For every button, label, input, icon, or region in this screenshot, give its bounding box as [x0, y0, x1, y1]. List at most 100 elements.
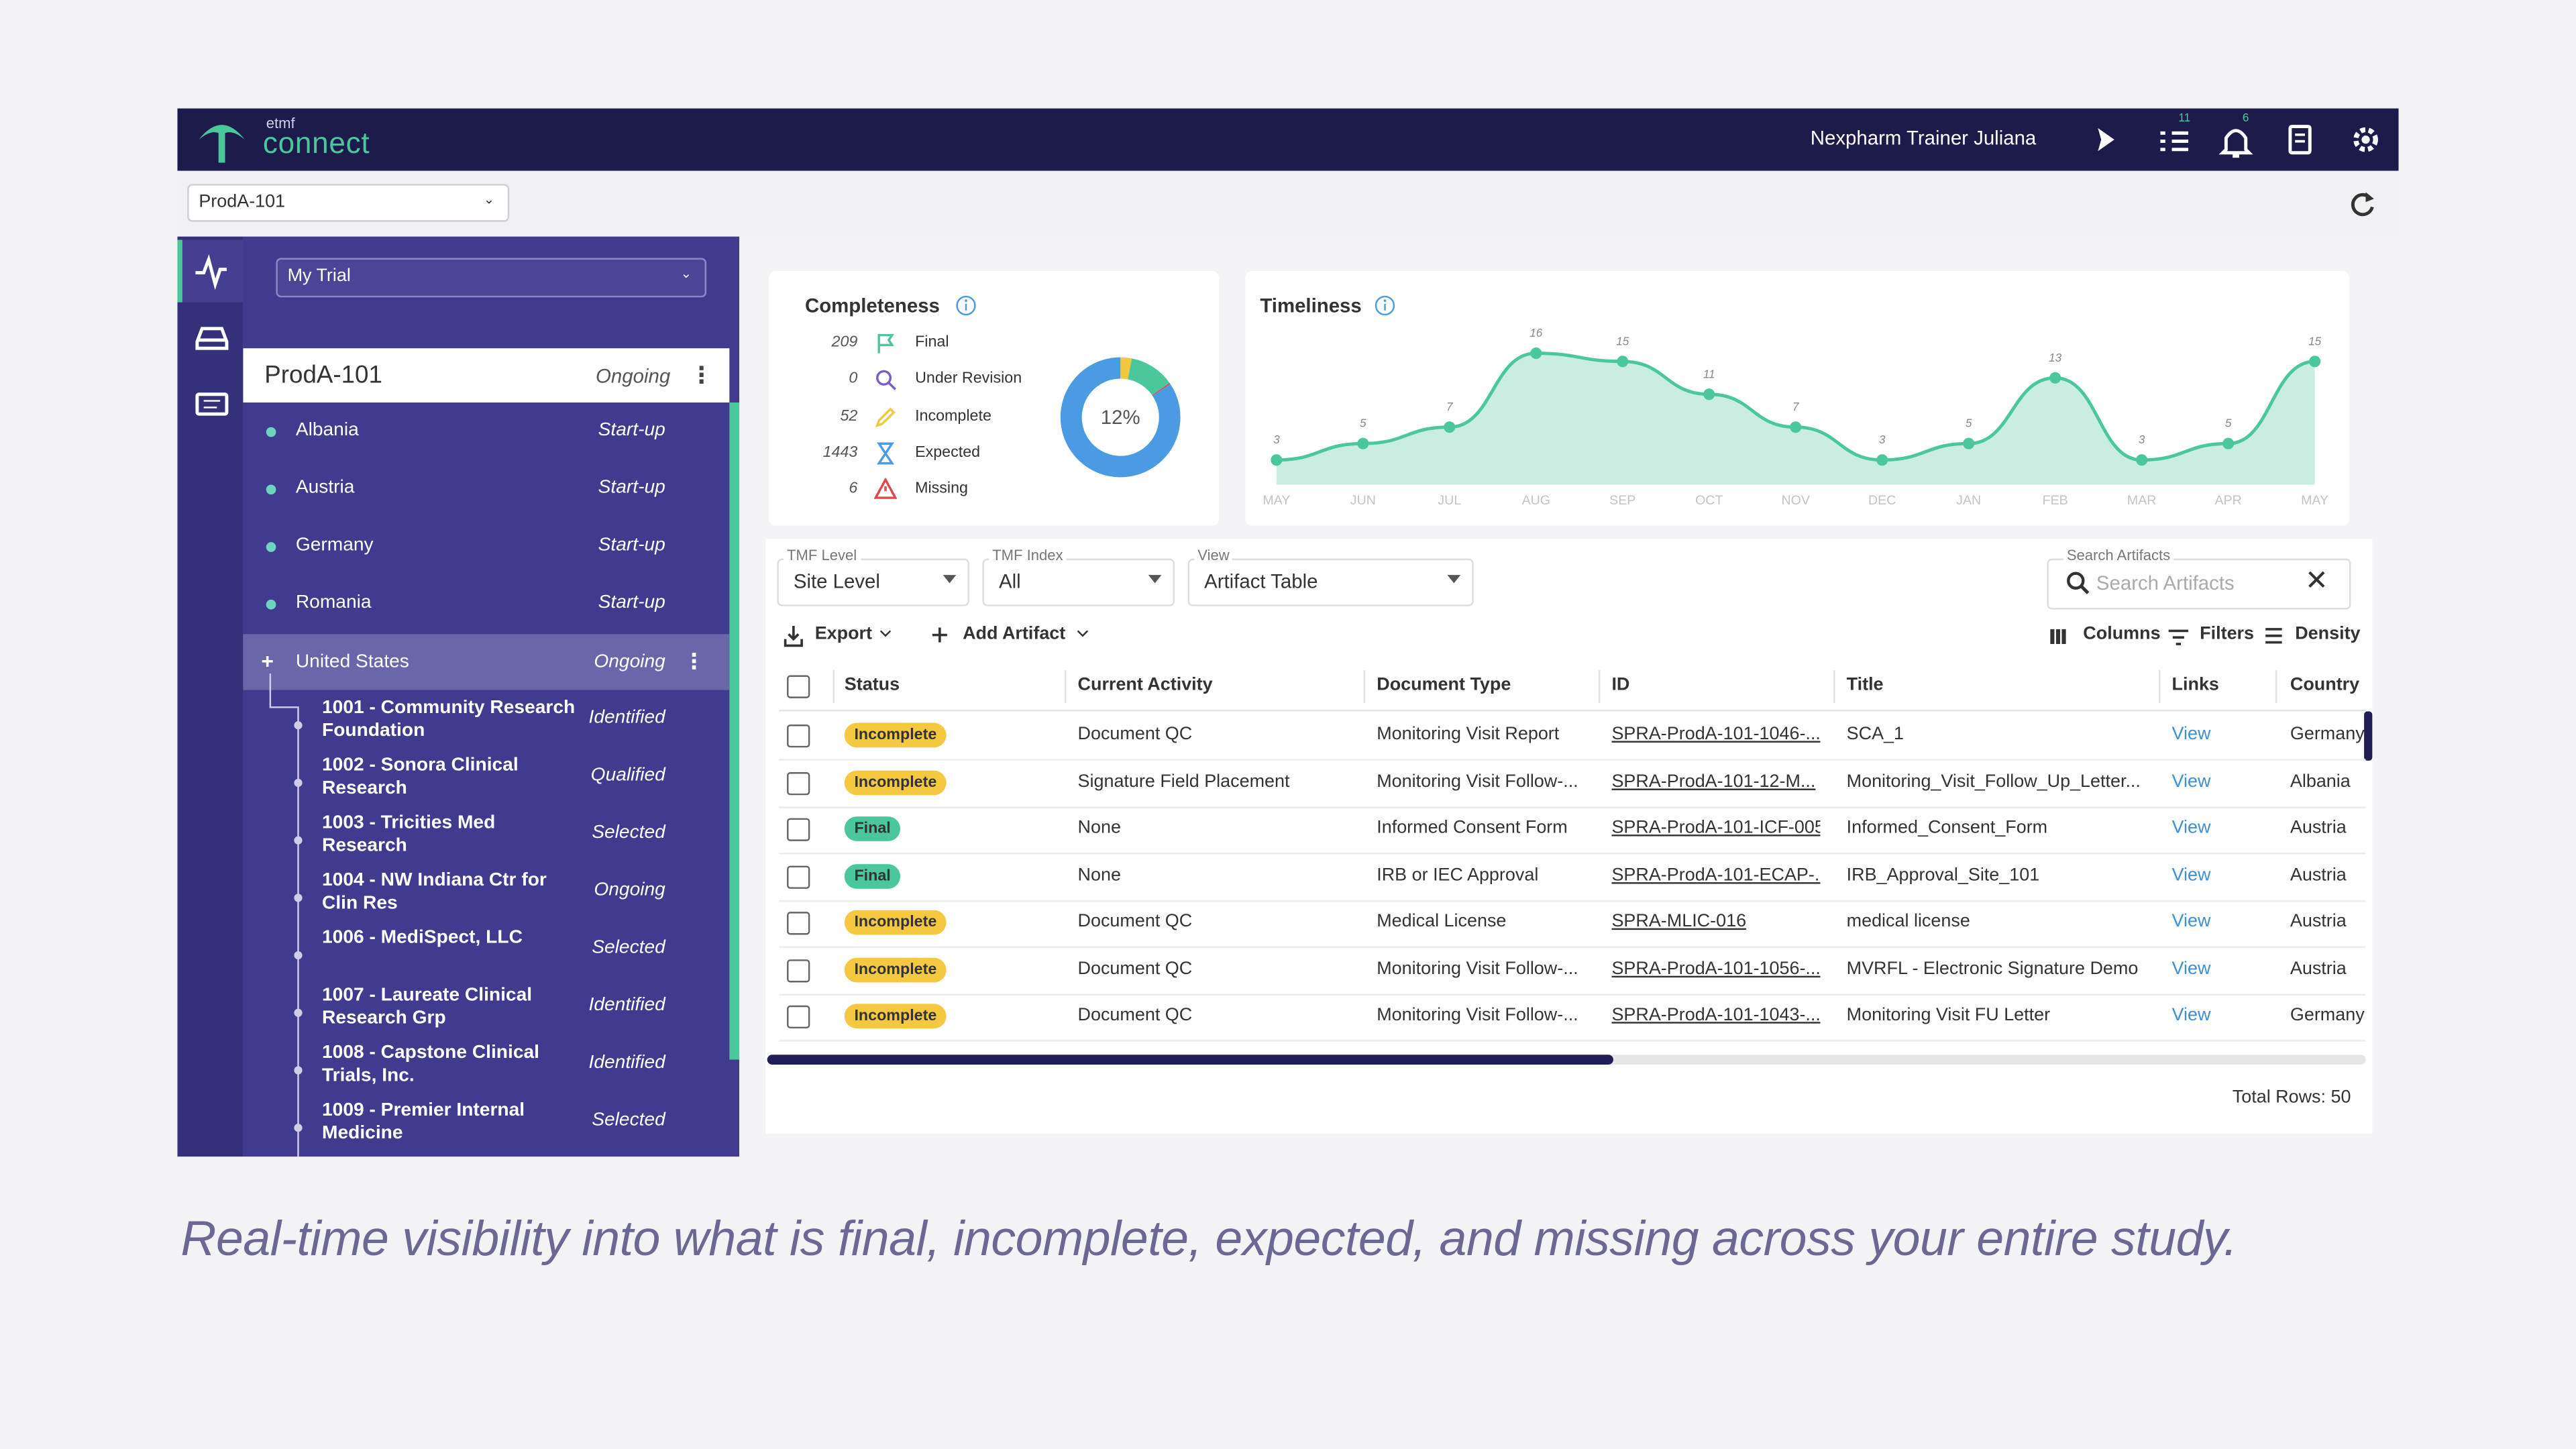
project-select[interactable]: ProdA-101 ⌄ — [187, 184, 510, 222]
column-separator — [2158, 670, 2161, 704]
table-cell[interactable]: SPRA-ProdA-101-ECAP-... — [1611, 865, 1821, 885]
country-name[interactable]: Austria — [295, 478, 355, 498]
column-header[interactable]: Country — [2290, 675, 2360, 695]
trial-select[interactable]: My Trial ⌄ — [276, 258, 707, 298]
tree-dot — [294, 836, 303, 845]
x-tick-label: AUG — [1522, 493, 1550, 508]
donut: 12% — [1060, 357, 1181, 478]
study-card[interactable] — [243, 348, 730, 403]
completeness-count: 0 — [849, 370, 858, 388]
site-name[interactable]: 1004 - NW Indiana Ctr for Clin Res — [322, 870, 547, 914]
row-divider — [778, 806, 2366, 808]
row-checkbox[interactable] — [787, 1005, 810, 1029]
site-name[interactable]: 1008 - Capstone Clinical Trials, Inc. — [322, 1043, 539, 1086]
view-link[interactable]: View — [2171, 1005, 2211, 1026]
table-card — [765, 539, 2373, 1134]
filter-select[interactable] — [777, 558, 969, 606]
tree-dot — [294, 721, 303, 730]
expanded-menu[interactable]: ⋮ — [683, 649, 705, 674]
icon-shape — [873, 478, 898, 500]
expand-icon[interactable]: + — [261, 649, 274, 674]
search-clear[interactable]: ✕ — [2304, 565, 2328, 596]
search-box[interactable] — [2047, 558, 2351, 610]
view-link[interactable]: View — [2171, 818, 2211, 838]
country-dot — [266, 542, 276, 552]
status-icon-triangle — [873, 478, 898, 500]
icon-shape — [877, 333, 894, 354]
point — [1790, 421, 1802, 433]
column-header[interactable]: ID — [1611, 675, 1630, 695]
timeliness-card — [1245, 271, 2350, 526]
table-cell: Austria — [2290, 912, 2347, 932]
row-checkbox[interactable] — [787, 771, 810, 795]
export-button[interactable]: Export — [814, 624, 873, 645]
point-label: 7 — [1792, 400, 1800, 413]
view-link[interactable]: View — [2171, 724, 2211, 745]
timeliness-title: Timeliness — [1260, 294, 1362, 317]
column-header[interactable]: Current Activity — [1077, 675, 1213, 695]
table-cell[interactable]: SPRA-ProdA-101-ICF-005 — [1611, 818, 1821, 838]
table-cell[interactable]: SPRA-ProdA-101-1046-... — [1611, 724, 1821, 745]
view-link[interactable]: View — [2171, 912, 2211, 932]
view-link[interactable]: View — [2171, 865, 2211, 885]
site-name[interactable]: 1006 - MediSpect, LLC — [322, 928, 523, 949]
country-name[interactable]: Germany — [295, 535, 374, 555]
sub-bar — [177, 170, 2399, 237]
point — [1357, 437, 1369, 449]
timeliness-info[interactable] — [1373, 294, 1396, 317]
table-cell[interactable]: SPRA-ProdA-101-12-M... — [1611, 771, 1816, 792]
project-select-text: ProdA-101 — [199, 192, 286, 212]
user-name[interactable]: Nexpharm Trainer Juliana — [1810, 126, 2037, 150]
point — [1530, 347, 1542, 360]
column-header[interactable]: Status — [844, 675, 900, 695]
view-link[interactable]: View — [2171, 771, 2211, 792]
x-tick-label: JUL — [1438, 493, 1461, 508]
table-cell[interactable]: SPRA-ProdA-101-1043-... — [1611, 1005, 1821, 1026]
filter-select[interactable] — [982, 558, 1175, 606]
point — [2049, 372, 2061, 384]
icon-shape — [876, 370, 892, 386]
filter-select[interactable] — [1187, 558, 1474, 606]
trial-select-text: My Trial — [287, 266, 351, 286]
table-cell[interactable]: SPRA-MLIC-016 — [1611, 912, 1747, 932]
v-scroll-thumb[interactable] — [2364, 711, 2373, 761]
completeness-info[interactable] — [955, 294, 977, 317]
expanded-row[interactable] — [243, 634, 730, 690]
study-menu[interactable]: ⋮ — [690, 361, 713, 388]
row-checkbox[interactable] — [787, 818, 810, 841]
row-checkbox[interactable] — [787, 912, 810, 935]
tree-dot — [294, 894, 303, 902]
table-cell[interactable]: SPRA-ProdA-101-1056-... — [1611, 958, 1821, 979]
filter-caret — [1447, 575, 1461, 584]
column-header[interactable]: Document Type — [1377, 675, 1511, 695]
site-name[interactable]: 1009 - Premier Internal Medicine — [322, 1100, 525, 1144]
row-checkbox[interactable] — [787, 724, 810, 748]
refresh-icon[interactable] — [2346, 187, 2379, 220]
table-cell: Informed Consent Form — [1377, 818, 1568, 838]
h-scroll-thumb[interactable] — [767, 1055, 1613, 1065]
view-link[interactable]: View — [2171, 958, 2211, 979]
total-rows: Total Rows: 50 — [2232, 1087, 2351, 1108]
site-name[interactable]: 1001 - Community Research Foundation — [322, 698, 576, 741]
header-checkbox[interactable] — [787, 675, 810, 698]
site-name[interactable]: 1003 - Tricities Med Research — [322, 813, 496, 856]
completeness-title: Completeness — [805, 294, 940, 317]
country-name[interactable]: Albania — [295, 420, 359, 441]
status-badge: Incomplete — [844, 910, 947, 935]
site-name[interactable]: 1007 - Laureate Clinical Research Grp — [322, 985, 533, 1029]
column-separator — [1064, 670, 1067, 704]
column-header[interactable]: Title — [1846, 675, 1884, 695]
column-header[interactable]: Links — [2171, 675, 2219, 695]
add-artifact-button[interactable]: Add Artifact — [963, 624, 1066, 645]
country-name[interactable]: Romania — [295, 593, 372, 613]
status-badge: Incomplete — [844, 1004, 947, 1029]
logo-icon — [199, 125, 245, 163]
density-button[interactable]: Density — [2295, 624, 2361, 645]
columns-button[interactable]: Columns — [2083, 624, 2161, 645]
row-checkbox[interactable] — [787, 958, 810, 982]
filters-button[interactable]: Filters — [2200, 624, 2255, 645]
site-name[interactable]: 1002 - Sonora Clinical Research — [322, 755, 519, 799]
table-cell: Monitoring Visit Follow-... — [1377, 771, 1578, 792]
row-checkbox[interactable] — [787, 865, 810, 888]
point — [1876, 454, 1888, 466]
